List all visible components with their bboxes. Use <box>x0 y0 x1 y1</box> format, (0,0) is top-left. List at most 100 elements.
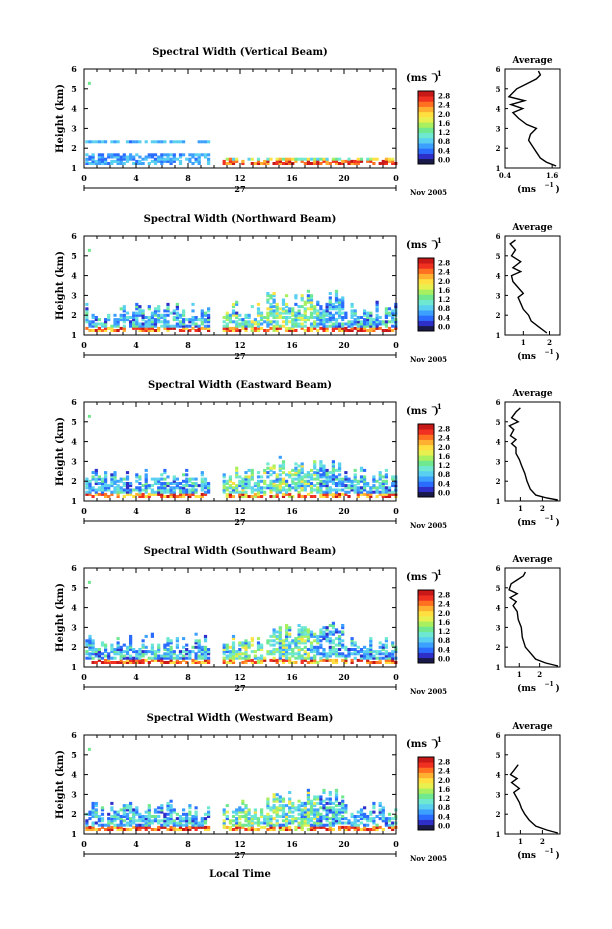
heatmap-cell <box>306 492 310 496</box>
heatmap-cell <box>85 484 89 488</box>
heatmap-cell <box>163 643 167 647</box>
heatmap-cell <box>303 318 307 322</box>
heatmap-cell <box>175 656 179 660</box>
heatmap-cell <box>375 495 379 498</box>
heatmap-cell <box>272 825 276 829</box>
average-frame <box>504 235 561 336</box>
average-y-tick-label: 3 <box>496 124 501 133</box>
heatmap-cell <box>384 823 388 827</box>
heatmap-cell <box>138 309 142 313</box>
heatmap-cell <box>381 490 385 494</box>
y-tick-label: 2 <box>71 476 77 486</box>
heatmap-cell <box>207 318 211 322</box>
heatmap-cell <box>353 821 357 825</box>
heatmap-cell <box>300 817 304 821</box>
heatmap-cell <box>169 140 173 144</box>
heatmap-cell <box>203 318 208 322</box>
heatmap-cell <box>334 318 339 322</box>
heatmap-cell <box>328 324 332 328</box>
heatmap-cell <box>272 639 276 643</box>
heatmap-cell <box>197 648 201 651</box>
heatmap-cell <box>132 658 136 662</box>
heatmap-cell <box>387 159 392 163</box>
heatmap-cell <box>369 490 373 494</box>
y-tick-label: 3 <box>71 789 77 799</box>
average-profile-line <box>508 407 558 501</box>
heatmap-cell <box>163 477 167 481</box>
heatmap-cell <box>185 479 189 483</box>
average-x-tick-label: 0.4 <box>499 171 511 180</box>
heatmap-cell <box>341 159 345 163</box>
heatmap-cell <box>241 815 245 818</box>
heatmap-cell <box>275 484 279 488</box>
heatmap-cell <box>191 322 195 326</box>
x-tick-label: 12 <box>234 672 245 682</box>
heatmap-cell <box>266 322 270 326</box>
heatmap-cell <box>91 808 95 812</box>
heatmap-cell <box>247 482 251 485</box>
heatmap-cell <box>285 326 289 330</box>
heatmap-cell <box>334 157 339 161</box>
heatmap-cell <box>238 475 242 479</box>
month-label: Nov 2005 <box>410 854 447 863</box>
heatmap-cell <box>309 799 314 803</box>
heatmap-cell <box>247 656 251 660</box>
heatmap-cell <box>285 162 289 165</box>
heatmap-cell <box>272 298 276 302</box>
heatmap-cell <box>244 326 248 330</box>
heatmap-cell <box>384 468 388 472</box>
heatmap-cell <box>363 468 367 472</box>
heatmap-cell <box>235 157 239 161</box>
heatmap-cell <box>266 318 270 322</box>
heatmap-cell <box>344 810 348 814</box>
heatmap-cell <box>266 639 270 643</box>
heatmap-cell <box>94 162 98 165</box>
heatmap-cell <box>235 313 239 317</box>
heatmap-cell <box>163 490 167 494</box>
heatmap-cell <box>331 648 335 651</box>
heatmap-cell <box>306 159 310 163</box>
heatmap-cell <box>347 329 351 332</box>
heatmap-cell <box>375 479 379 483</box>
heatmap-cell <box>182 812 186 816</box>
heatmap-cell <box>225 157 229 161</box>
heatmap-cell <box>341 658 345 662</box>
heatmap-cell <box>110 808 114 812</box>
heatmap-cell <box>238 648 242 651</box>
heatmap-cell <box>334 821 339 825</box>
heatmap-cell <box>363 329 367 332</box>
heatmap-cell <box>309 808 314 812</box>
heatmap-cell <box>188 825 192 829</box>
heatmap-cell <box>309 495 314 498</box>
heatmap-cell <box>231 828 236 831</box>
heatmap-cell <box>288 628 292 632</box>
colorbar-swatch <box>418 143 434 149</box>
heatmap-cell <box>256 641 261 645</box>
heatmap-cell <box>169 324 173 328</box>
heatmap-cell <box>303 656 307 660</box>
heatmap-cell <box>272 292 276 295</box>
panel-title: Spectral Width (Southward Beam) <box>144 546 337 557</box>
heatmap-cell <box>369 488 373 492</box>
heatmap-cell <box>319 311 323 315</box>
heatmap-cell <box>175 484 179 488</box>
heatmap-cell <box>178 153 183 157</box>
heatmap-cell <box>281 650 286 654</box>
heatmap-cell <box>281 645 286 649</box>
heatmap-cell <box>185 819 189 823</box>
heatmap-cell <box>85 316 89 319</box>
heatmap-cell <box>378 825 382 829</box>
heatmap-cell <box>341 329 345 332</box>
heatmap-cell <box>200 656 204 660</box>
heatmap-cell <box>85 162 89 165</box>
heatmap-cell <box>182 473 186 477</box>
heatmap-cell <box>285 828 289 831</box>
heatmap-cell <box>260 322 264 326</box>
heatmap-cell <box>285 643 289 647</box>
heatmap-cell <box>331 645 335 649</box>
heatmap-cell <box>191 482 195 485</box>
heatmap-cell <box>166 307 170 311</box>
heatmap-cell <box>381 492 385 496</box>
heatmap-cell <box>387 326 392 330</box>
heatmap-cell <box>303 479 307 483</box>
